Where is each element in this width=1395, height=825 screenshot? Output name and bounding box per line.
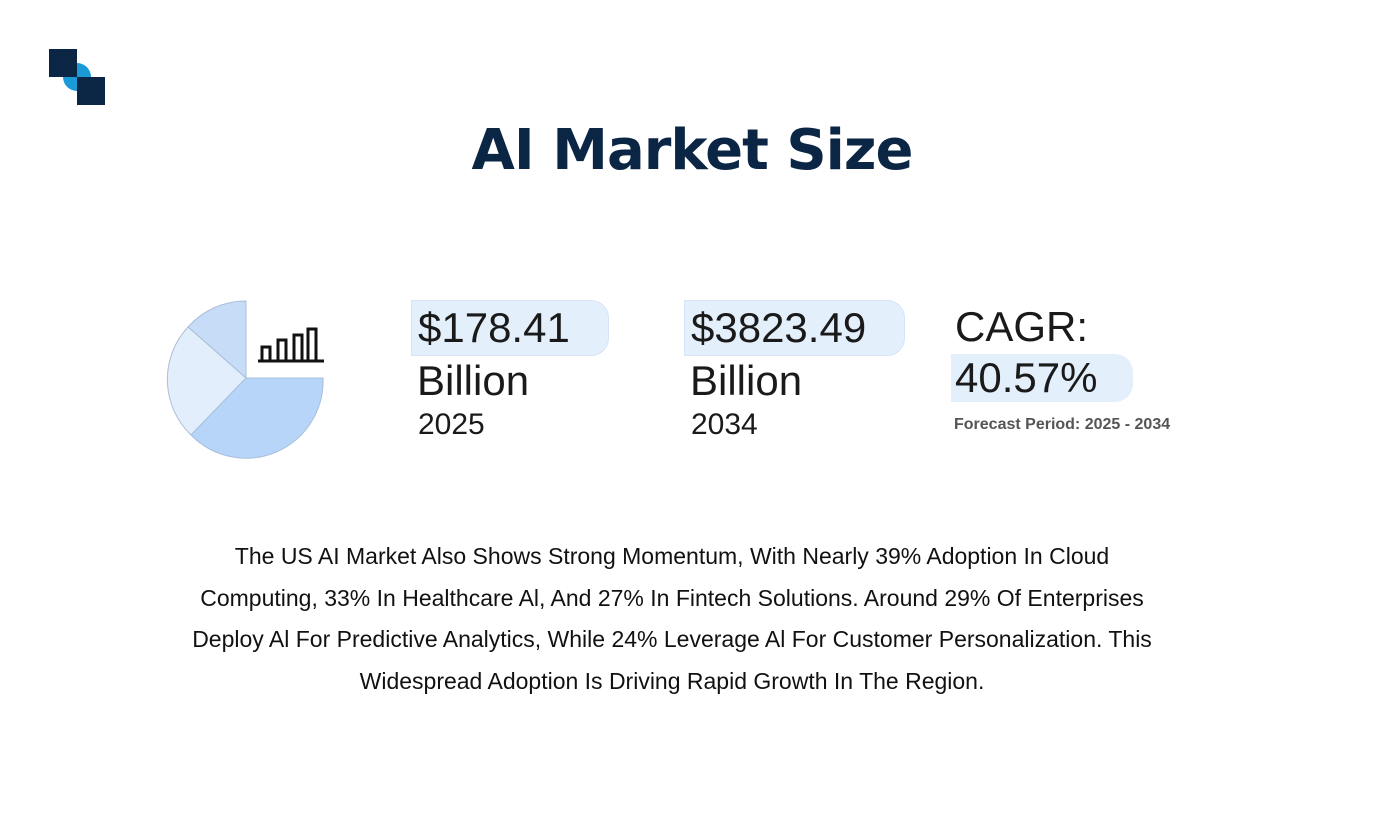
stat-year: 2034 <box>691 408 758 441</box>
stat-label: CAGR: <box>955 303 1089 350</box>
stat-unit: Billion <box>690 357 803 404</box>
description-line: Computing, 33% In Healthcare Al, And 27%… <box>200 584 1144 611</box>
description-line: The US AI Market Also Shows Strong Momen… <box>234 543 1110 569</box>
description-line: Widespread Adoption Is Driving Rapid Gro… <box>359 668 985 695</box>
stat-2025: $178.41 Billion 2025 <box>411 300 609 442</box>
stat-value: $3823.49 <box>684 300 906 356</box>
stat-year: 2025 <box>418 408 485 441</box>
stat-value: $178.41 <box>411 300 609 356</box>
logo <box>49 49 105 105</box>
page-title: AI Market Size <box>471 118 914 183</box>
stat-cagr: CAGR: 40.57% Forecast Period: 2025 - 203… <box>951 306 1170 434</box>
description-line: Deploy Al For Predictive Analytics, Whil… <box>192 626 1152 653</box>
stat-unit: Billion <box>417 357 530 404</box>
stat-2034: $3823.49 Billion 2034 <box>684 300 906 442</box>
description: The US AI Market Also Shows Strong Momen… <box>0 536 1344 703</box>
pie-icon <box>166 300 324 459</box>
stat-value: 40.57% <box>951 354 1134 402</box>
stat-note: Forecast Period: 2025 - 2034 <box>954 416 1171 433</box>
